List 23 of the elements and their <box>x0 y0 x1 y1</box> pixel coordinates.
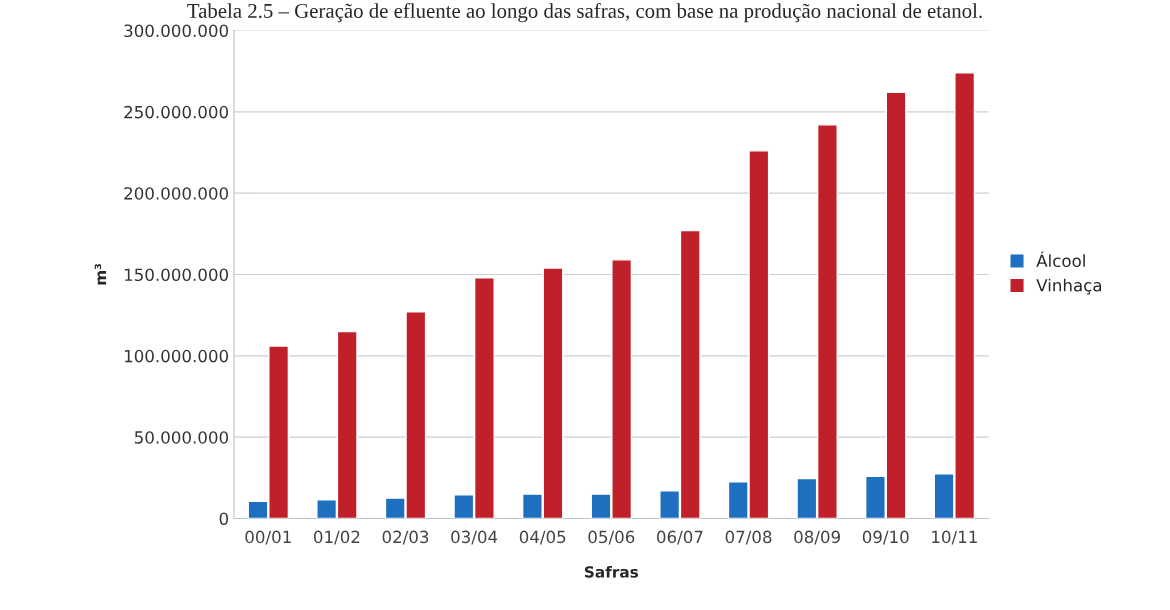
legend-label: Álcool <box>1036 251 1085 268</box>
y-tick-label: 150.000.000 <box>124 268 229 282</box>
x-tick-label: 10/11 <box>932 530 977 545</box>
y-tick-label: 100.000.000 <box>124 349 229 363</box>
x-tick-label: 06/07 <box>657 530 703 545</box>
y-tick-label: 200.000.000 <box>124 187 229 200</box>
y-tick-label: 300.000.000 <box>124 24 229 38</box>
chart-title: Tabela 2.5 – Geração de efluente ao longo das safras, com base na produção nacional de etanol. <box>187 3 982 23</box>
x-tick-label: 02/03 <box>382 530 429 545</box>
x-tick-label: 09/10 <box>862 530 909 545</box>
y-tick-label: 250.000.000 <box>124 105 229 119</box>
x-tick-label: 05/06 <box>588 530 635 545</box>
x-tick-label: 08/09 <box>794 530 840 545</box>
legend-label: Vinhaça <box>1036 278 1102 295</box>
y-axis-title: m³ <box>94 264 107 285</box>
x-axis-title: Safras <box>584 565 639 578</box>
x-tick-label: 03/04 <box>451 530 498 545</box>
x-tick-label: 04/05 <box>519 530 566 545</box>
x-tick-label: 07/08 <box>725 530 772 545</box>
x-tick-label: 00/01 <box>245 530 291 545</box>
x-tick-label: 01/02 <box>313 530 360 545</box>
y-tick-label: 50.000.000 <box>135 431 229 444</box>
y-tick-label: 0 <box>219 512 229 526</box>
